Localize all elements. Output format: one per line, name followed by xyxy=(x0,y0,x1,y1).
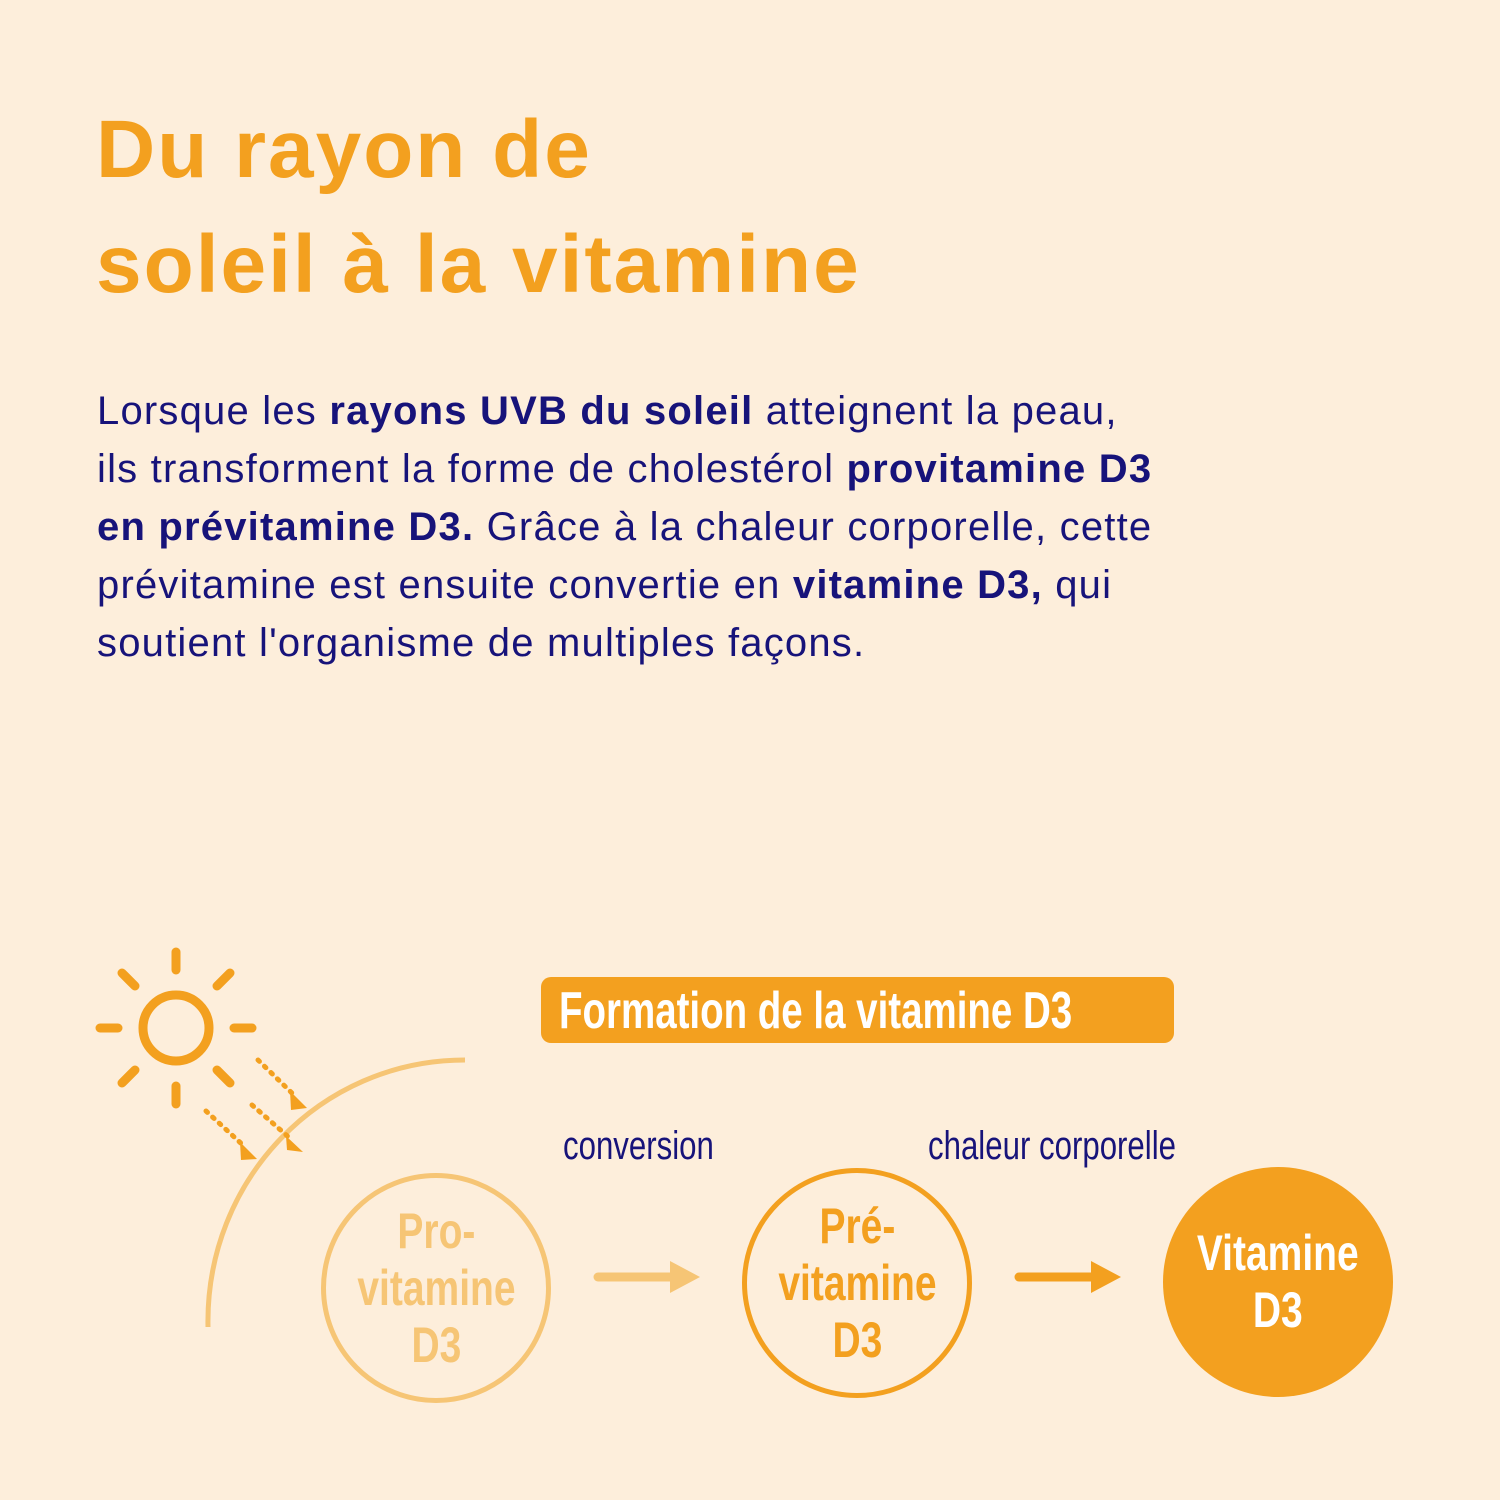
title-line-2: soleil à la vitamine xyxy=(96,219,861,310)
node-previtamine-d3: Pré-vitamine D3 xyxy=(742,1168,972,1398)
uv-ray-arrow-icon xyxy=(203,1057,307,1160)
node-text: D3 xyxy=(1253,1282,1303,1338)
node-text: Vitamine xyxy=(1197,1225,1359,1281)
bold-text: vitamine D3, xyxy=(792,563,1043,607)
diagram-heading: Formation de la vitamine D3 xyxy=(559,982,1073,1040)
conversion-label: conversion xyxy=(563,1124,714,1168)
text: Grâce à la chaleur corporelle, cette xyxy=(474,505,1153,549)
sun-icon xyxy=(95,947,257,1109)
bold-text: rayons UVB du soleil xyxy=(329,389,754,433)
title-line-1: Du rayon de xyxy=(96,104,592,195)
text: qui xyxy=(1042,563,1113,607)
node-text: D3 xyxy=(411,1316,461,1373)
text: Lorsque les xyxy=(97,389,330,433)
skin-arc xyxy=(205,1057,466,1328)
body-paragraph: Lorsque les rayons UVB du soleil atteign… xyxy=(97,382,1152,672)
text: prévitamine est ensuite convertie en xyxy=(97,563,793,607)
body-heat-label: chaleur corporelle xyxy=(928,1124,1177,1168)
node-vitamine-d3: Vitamine D3 xyxy=(1163,1167,1393,1397)
node-text: vitamine xyxy=(356,1259,516,1316)
diagram-heading-badge: Formation de la vitamine D3 xyxy=(541,977,1174,1043)
text: atteignent la peau, xyxy=(753,389,1118,433)
text: ils transforment la forme de cholestérol xyxy=(97,447,847,491)
text: soutient l'organisme de multiples façons… xyxy=(97,621,866,665)
bold-text: en prévitamine D3. xyxy=(97,505,475,549)
node-text: vitamine xyxy=(777,1254,937,1311)
node-text: D3 xyxy=(832,1311,882,1368)
arrow-right-icon xyxy=(1014,1261,1121,1293)
node-provitamine-d3: Pro-vitamine D3 xyxy=(321,1173,551,1403)
page-title: Du rayon de soleil à la vitamine xyxy=(96,92,861,322)
arrow-right-icon xyxy=(593,1261,700,1293)
node-text: Pro- xyxy=(396,1202,475,1259)
node-text: Pré- xyxy=(819,1197,895,1254)
bold-text: provitamine D3 xyxy=(846,447,1153,491)
